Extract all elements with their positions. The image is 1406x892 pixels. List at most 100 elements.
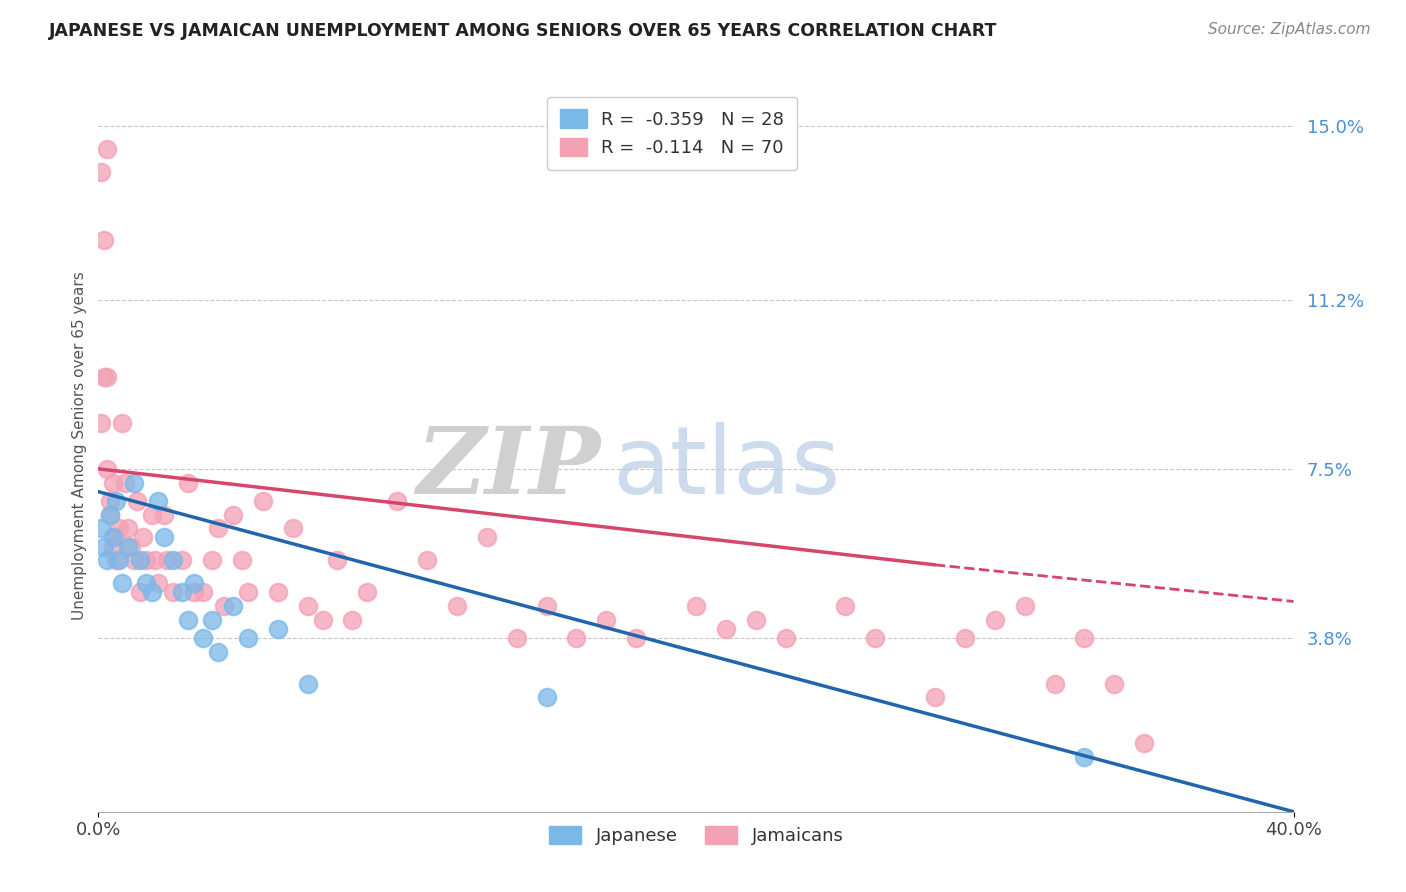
Point: [103, 530, 125, 544]
Point: [236, 585, 259, 599]
Point: [356, 585, 378, 599]
Point: [416, 553, 439, 567]
Legend: Japanese, Jamaicans: Japanese, Jamaicans: [540, 816, 852, 854]
Point: [96, 142, 118, 156]
Point: [475, 530, 498, 544]
Point: [132, 530, 155, 544]
Point: [98, 508, 122, 522]
Point: [222, 599, 245, 613]
Point: [103, 475, 125, 490]
Point: [536, 599, 558, 613]
Point: [745, 613, 768, 627]
Point: [446, 599, 468, 613]
Point: [124, 553, 146, 567]
Point: [984, 613, 1007, 627]
Point: [626, 631, 648, 645]
Point: [111, 416, 134, 430]
Point: [834, 599, 856, 613]
Point: [117, 540, 139, 554]
Point: [96, 462, 118, 476]
Point: [342, 613, 364, 627]
Point: [1043, 676, 1066, 690]
Point: [183, 576, 205, 591]
Point: [90, 164, 112, 178]
Point: [135, 576, 157, 591]
Point: [93, 370, 115, 384]
Point: [1073, 631, 1095, 645]
Point: [924, 690, 946, 705]
Point: [281, 521, 304, 535]
Point: [1073, 749, 1095, 764]
Point: [385, 494, 409, 508]
Point: [953, 631, 976, 645]
Point: [714, 622, 737, 636]
Point: [129, 553, 152, 567]
Point: [108, 553, 131, 567]
Point: [127, 494, 149, 508]
Point: [117, 521, 139, 535]
Point: [172, 585, 194, 599]
Point: [1133, 736, 1156, 750]
Point: [595, 613, 617, 627]
Point: [143, 553, 166, 567]
Point: [775, 631, 797, 645]
Point: [90, 521, 112, 535]
Point: [201, 613, 224, 627]
Point: [153, 530, 176, 544]
Point: [148, 494, 170, 508]
Point: [105, 530, 128, 544]
Point: [98, 494, 122, 508]
Point: [297, 676, 319, 690]
Point: [183, 585, 205, 599]
Point: [96, 370, 118, 384]
Point: [207, 645, 229, 659]
Point: [177, 475, 200, 490]
Point: [148, 576, 170, 591]
Point: [172, 553, 194, 567]
Point: [111, 576, 134, 591]
Point: [96, 553, 118, 567]
Point: [506, 631, 529, 645]
Text: atlas: atlas: [613, 422, 841, 514]
Point: [156, 553, 179, 567]
Point: [135, 553, 157, 567]
Point: [297, 599, 319, 613]
Point: [114, 475, 136, 490]
Point: [267, 622, 290, 636]
Point: [222, 508, 245, 522]
Point: [212, 599, 235, 613]
Point: [153, 508, 176, 522]
Point: [162, 553, 184, 567]
Text: JAPANESE VS JAMAICAN UNEMPLOYMENT AMONG SENIORS OVER 65 YEARS CORRELATION CHART: JAPANESE VS JAMAICAN UNEMPLOYMENT AMONG …: [49, 22, 998, 40]
Point: [326, 553, 349, 567]
Point: [93, 233, 115, 247]
Point: [191, 585, 214, 599]
Point: [231, 553, 253, 567]
Point: [1014, 599, 1036, 613]
Point: [105, 494, 128, 508]
Point: [120, 540, 142, 554]
Point: [141, 585, 163, 599]
Point: [93, 540, 115, 554]
Point: [252, 494, 274, 508]
Point: [129, 585, 152, 599]
Point: [191, 631, 214, 645]
Point: [865, 631, 887, 645]
Point: [103, 540, 125, 554]
Point: [105, 553, 128, 567]
Point: [207, 521, 229, 535]
Text: ZIP: ZIP: [416, 423, 600, 513]
Point: [177, 613, 200, 627]
Point: [236, 631, 259, 645]
Text: Source: ZipAtlas.com: Source: ZipAtlas.com: [1208, 22, 1371, 37]
Point: [162, 585, 184, 599]
Point: [536, 690, 558, 705]
Y-axis label: Unemployment Among Seniors over 65 years: Unemployment Among Seniors over 65 years: [72, 272, 87, 620]
Point: [1104, 676, 1126, 690]
Point: [311, 613, 333, 627]
Point: [201, 553, 224, 567]
Point: [108, 521, 131, 535]
Point: [98, 508, 122, 522]
Point: [141, 508, 163, 522]
Point: [565, 631, 588, 645]
